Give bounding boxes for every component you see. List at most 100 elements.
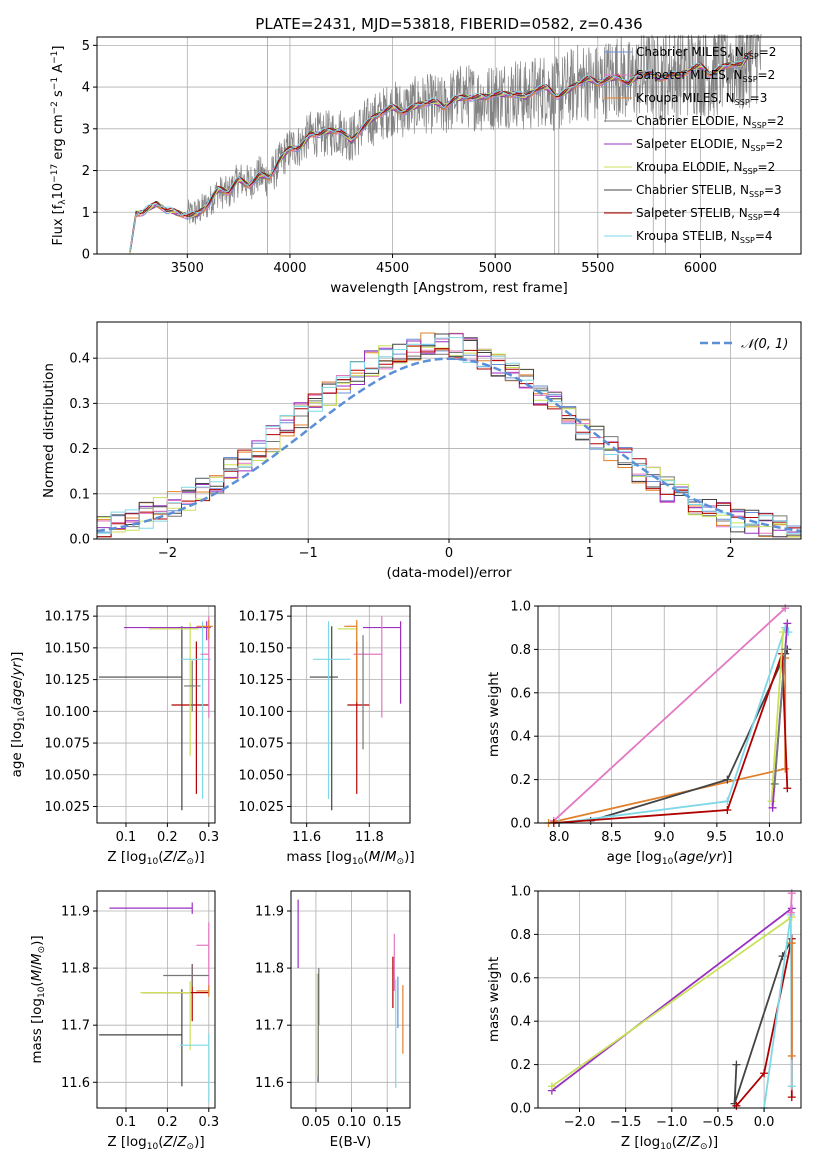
mass_vs_ebv-xtick-label: 0.05 bbox=[301, 1115, 330, 1130]
weight_vs_z-xtick-label: −1.5 bbox=[610, 1115, 642, 1130]
age_vs_z-point-chabrier_elodie bbox=[183, 660, 201, 712]
mass_vs_ebv-ytick-label: 11.9 bbox=[255, 904, 284, 919]
weight_vs_age-series-salpeter_miles bbox=[553, 607, 786, 822]
spectrum-legend: Chabrier MILES, NSSP=2 Salpeter MILES, NS… bbox=[604, 45, 784, 245]
age_vs_z-point-salpeter_elodie bbox=[123, 621, 211, 641]
mass_vs_z-point-chabrier_stelib bbox=[99, 989, 183, 1087]
residual-histogram-salpeter_stelib bbox=[97, 345, 801, 538]
age_vs_z-plot-frame bbox=[96, 605, 216, 824]
age_vs_mass-ytick-label: 10.150 bbox=[239, 641, 285, 656]
weight_vs_age-plot-frame bbox=[537, 605, 802, 824]
age_vs_mass-ytick-label: 10.100 bbox=[239, 705, 285, 720]
residuals-ytick-label: 0.3 bbox=[69, 397, 90, 412]
mass_vs_z-point-salpeter_miles bbox=[196, 922, 210, 991]
spectrum-ytick-label: 0 bbox=[82, 248, 90, 263]
age_vs_z-ytick-label: 10.125 bbox=[45, 673, 91, 688]
residuals-ytick-label: 0.0 bbox=[69, 533, 90, 548]
age_vs_mass-point-chabrier_stelib bbox=[309, 626, 338, 811]
spectrum-ytick-label: 3 bbox=[82, 122, 90, 137]
residuals-frame: −2 −1 0 1 2 0.0 0.1 0.2 0.3 0.4 bbox=[69, 321, 802, 561]
age_vs_mass-xtick-label: 11.6 bbox=[292, 830, 321, 845]
weight_vs_z-marker bbox=[787, 1082, 796, 1091]
weight_vs_age-series-salpeter_stelib bbox=[553, 653, 789, 824]
weight_vs_age-marker bbox=[767, 797, 776, 806]
mass_vs_z-plot-frame bbox=[96, 890, 216, 1109]
weight_vs_z-series-kroupa_stelib bbox=[763, 914, 793, 1109]
mass_vs_z-xlabel: Z [log10(Z/Z⊙)] bbox=[107, 1134, 204, 1152]
weight_vs_age-marker bbox=[783, 784, 792, 793]
weight_vs_age-series-chabrier_elodie bbox=[773, 649, 787, 784]
legend-entry-label: Chabrier STELIB, NSSP=3 bbox=[636, 183, 782, 199]
weight_vs_age-ytick-label: 0.0 bbox=[510, 817, 531, 832]
age_vs_z-xtick-label: 0.3 bbox=[198, 830, 219, 845]
weight_vs_age-ytick-label: 1.0 bbox=[510, 600, 531, 615]
legend-entry-label: Chabrier ELODIE, NSSP=2 bbox=[636, 114, 784, 130]
legend-entry-label: Kroupa STELIB, NSSP=4 bbox=[636, 229, 773, 245]
age_vs_z-ytick-label: 10.100 bbox=[45, 705, 91, 720]
mass_vs_z-point-chabrier_elodie bbox=[163, 964, 209, 987]
age_vs_z-ylabel: age [log10(age/yr)] bbox=[9, 652, 27, 778]
weight_vs_age-xtick-label: 9.0 bbox=[654, 830, 675, 845]
weight_vs_z-marker bbox=[786, 908, 795, 917]
age_vs_mass-point-kroupa_stelib bbox=[312, 621, 351, 799]
age_vs_mass-point-salpeter_miles bbox=[353, 616, 383, 718]
weight_vs_z-series-chabrier_stelib bbox=[733, 942, 791, 1104]
weight_vs_z-xtick-label: −2.0 bbox=[564, 1115, 596, 1130]
spectrum-model-chabrier_stelib bbox=[129, 50, 752, 252]
spectrum-xtick-label: 4000 bbox=[273, 261, 306, 276]
weight_vs_z-ytick-label: 0.6 bbox=[510, 971, 531, 986]
residuals-xtick-label: 2 bbox=[726, 546, 734, 561]
age_vs_z-xlabel: Z [log10(Z/Z⊙)] bbox=[107, 849, 204, 867]
mass_vs_ebv-xtick-label: 0.15 bbox=[373, 1115, 402, 1130]
weight_vs_age-xlabel: age [log10(age/yr)] bbox=[607, 849, 733, 867]
mass_vs_ebv-ytick-label: 11.7 bbox=[255, 1019, 284, 1034]
spectrum-xtick-label: 4500 bbox=[376, 261, 409, 276]
weight_vs_age-marker bbox=[723, 805, 732, 814]
weight_vs_z-ytick-label: 0.0 bbox=[510, 1102, 531, 1117]
age_vs_mass-point-salpeter_stelib bbox=[347, 641, 370, 794]
spectrum-model-kroupa_stelib bbox=[129, 51, 753, 252]
weight_vs_age-series-kroupa_elodie bbox=[770, 631, 784, 802]
weight_vs_age-xtick-label: 8.5 bbox=[601, 830, 622, 845]
age_vs_mass-ytick-label: 10.050 bbox=[239, 768, 285, 783]
weight_vs_age-marker bbox=[770, 779, 779, 788]
legend-entry-label: Kroupa MILES, NSSP=3 bbox=[636, 91, 767, 107]
residual-histogram-chabrier_stelib bbox=[97, 333, 801, 538]
weight_vs_age-marker bbox=[781, 623, 790, 632]
spectrum-xtick-label: 6000 bbox=[684, 261, 717, 276]
mass_vs_ebv-xtick-label: 0.10 bbox=[337, 1115, 366, 1130]
spectrum-xtick-label: 5500 bbox=[581, 261, 614, 276]
weight_vs_z-xtick-label: 0.0 bbox=[754, 1115, 775, 1130]
residuals-ytick-label: 0.1 bbox=[69, 487, 90, 502]
spectrum-model-salpeter_stelib bbox=[129, 51, 752, 251]
figure-title: PLATE=2431, MJD=53818, FIBERID=0582, z=0… bbox=[255, 15, 642, 33]
age_vs_z-point-kroupa_elodie bbox=[148, 622, 199, 756]
age_vs_z-point-kroupa_miles bbox=[196, 619, 213, 639]
mass_vs_z-xtick-label: 0.2 bbox=[157, 1115, 178, 1130]
mass_vs_ebv-ytick-label: 11.6 bbox=[255, 1076, 284, 1091]
spectrum-ytick-label: 2 bbox=[82, 164, 90, 179]
age_vs_mass-frame: 11.6 11.8 10.025 10.050 10.075 10.100 10.125 10… bbox=[239, 605, 411, 845]
spectrum-model-salpeter_elodie bbox=[129, 49, 753, 255]
mass_vs_z-point-kroupa_elodie bbox=[140, 981, 191, 1050]
age_vs_z-ytick-label: 10.175 bbox=[45, 610, 91, 625]
residual-legend-label: 𝒩(0, 1) bbox=[741, 337, 788, 352]
age_vs_z-xtick-label: 0.2 bbox=[157, 830, 178, 845]
legend-entry-label: Kroupa ELODIE, NSSP=2 bbox=[636, 160, 775, 176]
mass_vs_z-ytick-label: 11.8 bbox=[61, 962, 90, 977]
age_vs_mass-xtick-label: 11.8 bbox=[355, 830, 384, 845]
mass_vs_z-frame: 0.1 0.2 0.3 11.6 11.7 11.8 11.9 bbox=[61, 890, 219, 1130]
residuals-xtick-label: −1 bbox=[299, 546, 318, 561]
weight_vs_z-marker bbox=[787, 939, 796, 948]
mass_vs_z-xtick-label: 0.1 bbox=[116, 1115, 137, 1130]
spectrum-xtick-label: 5000 bbox=[479, 261, 512, 276]
legend-entry-label: Chabrier MILES, NSSP=2 bbox=[636, 45, 776, 61]
age_vs_mass-ytick-label: 10.175 bbox=[239, 610, 285, 625]
charts-layer: 3500 4000 4500 5000 5500 6000 0 1 2 3 4 5 wavelength… bbox=[9, 34, 802, 1152]
legend-entry-label: Salpeter MILES, NSSP=2 bbox=[636, 68, 775, 84]
legend-entry-label: Salpeter STELIB, NSSP=4 bbox=[636, 206, 780, 222]
weight_vs_z-ytick-label: 0.4 bbox=[510, 1015, 531, 1030]
residuals-xtick-label: 0 bbox=[445, 546, 453, 561]
age_vs_mass-point-kroupa_miles bbox=[344, 619, 358, 703]
